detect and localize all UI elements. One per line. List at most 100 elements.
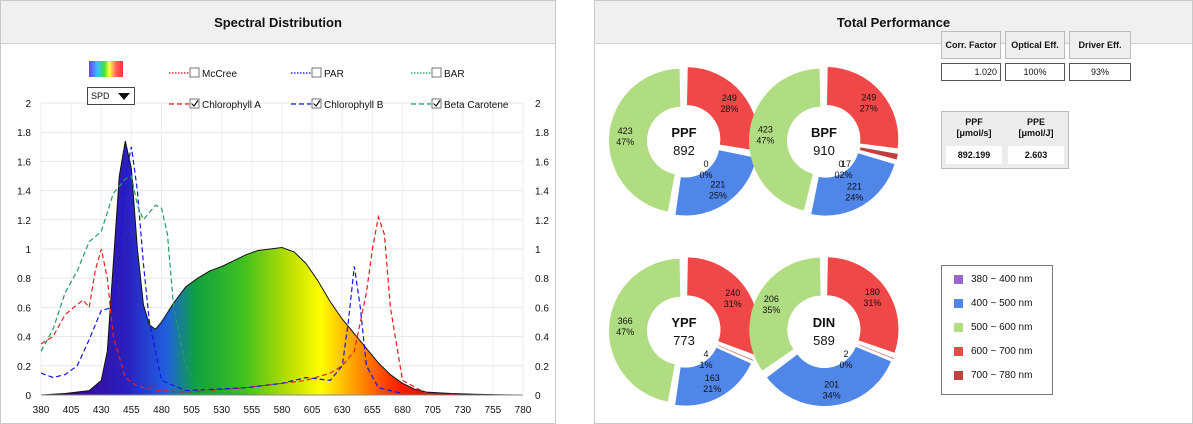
donut-segment-pct: 31% bbox=[724, 299, 742, 309]
factor-value-corr[interactable]: 1.020 bbox=[941, 63, 1001, 81]
range-legend: 380 ~ 400 nm 400 ~ 500 nm 500 ~ 600 nm 6… bbox=[941, 265, 1053, 395]
donut-segment bbox=[766, 346, 891, 406]
range-legend-label: 700 ~ 780 nm bbox=[971, 370, 1033, 381]
x-tick-label: 555 bbox=[244, 405, 261, 416]
x-tick-label: 455 bbox=[123, 405, 140, 416]
donut-segment-value: 240 bbox=[725, 288, 740, 298]
donut-name: PPF bbox=[671, 125, 696, 140]
x-tick-label: 630 bbox=[334, 405, 351, 416]
y-tick-label: 0.6 bbox=[17, 303, 31, 314]
range-legend-item: 700 ~ 780 nm bbox=[954, 370, 1032, 381]
y-tick-label: 1.8 bbox=[17, 128, 31, 139]
swatch-icon bbox=[954, 275, 963, 284]
y-tick-label: 1 bbox=[25, 245, 31, 256]
donut-center bbox=[652, 299, 716, 363]
swatch-icon bbox=[954, 371, 963, 380]
range-legend-item: 400 ~ 500 nm bbox=[954, 298, 1032, 309]
donut-extra-label: 0 bbox=[834, 170, 839, 180]
donut-segment-pct: 1% bbox=[699, 360, 712, 370]
x-tick-label: 530 bbox=[213, 405, 230, 416]
legend-label: Chlorophyll B bbox=[324, 100, 384, 111]
legend-item[interactable]: McCree bbox=[169, 67, 237, 80]
y-tick-label-right: 0.2 bbox=[535, 362, 549, 373]
ppf-header-line2: [μmol/s] bbox=[956, 128, 992, 138]
x-tick-label: 430 bbox=[93, 405, 110, 416]
donut-total: 773 bbox=[673, 333, 695, 348]
chart-legend: McCree PAR BAR Chlorophyll A Chlorophyll B Be… bbox=[89, 61, 509, 111]
donut-total: 892 bbox=[673, 143, 695, 158]
y-tick-label-right: 0.8 bbox=[535, 274, 549, 285]
donut-segment-value: 2 bbox=[843, 349, 848, 359]
donut-segment-pct: 21% bbox=[703, 384, 721, 394]
range-legend-item: 500 ~ 600 nm bbox=[954, 322, 1032, 333]
ppf-ppe-table: PPF [μmol/s] PPE [μmol/J] 892.199 2.603 bbox=[941, 111, 1069, 169]
factor-value-driver[interactable]: 93% bbox=[1069, 63, 1131, 81]
checkbox-icon bbox=[311, 98, 322, 109]
donut-segment-pct: 47% bbox=[616, 327, 634, 337]
donut-charts: PPF89242347%24928%00%22125%BPF91042347%2… bbox=[609, 67, 899, 406]
check-icon bbox=[191, 100, 199, 107]
legend-item[interactable]: PAR bbox=[291, 67, 344, 80]
donut-segment-value: 4 bbox=[703, 349, 708, 359]
donut-segment-value: 17 bbox=[841, 159, 851, 169]
y-tick-label: 2 bbox=[25, 99, 31, 110]
chart-axes: 0 0 0.2 0.2 0.4 0.4 0.6 0.6 0.8 0.8 1 1 1.2 1.2 1.4 1.4… bbox=[17, 99, 549, 416]
y-tick-label-right: 1.8 bbox=[535, 128, 549, 139]
x-tick-label: 580 bbox=[274, 405, 291, 416]
range-legend-item: 600 ~ 700 nm bbox=[954, 346, 1032, 357]
donut-segment-value: 206 bbox=[764, 294, 779, 304]
donut-segment-pct: 25% bbox=[709, 190, 727, 200]
donut-segment-pct: 47% bbox=[756, 136, 774, 146]
checkbox-icon bbox=[189, 98, 200, 109]
donut-segment-value: 249 bbox=[861, 93, 876, 103]
legend-item[interactable]: Beta Carotene bbox=[411, 98, 509, 111]
ppe-header: PPE [μmol/J] bbox=[1008, 114, 1064, 142]
series-line-chlorophyll-b bbox=[40, 146, 403, 395]
donut-center bbox=[652, 109, 716, 173]
y-tick-label-right: 0.6 bbox=[535, 303, 549, 314]
donut-segment-value: 366 bbox=[618, 316, 633, 326]
legend-item[interactable]: BAR bbox=[411, 67, 465, 80]
factor-header-corr: Corr. Factor bbox=[941, 31, 1001, 59]
factors-table: Corr. Factor Optical Eff. Driver Eff. 1.… bbox=[941, 31, 1131, 85]
donut-total: 589 bbox=[813, 333, 835, 348]
donut-center bbox=[792, 109, 856, 173]
factor-value-optical[interactable]: 100% bbox=[1005, 63, 1065, 81]
legend-item[interactable]: Chlorophyll A bbox=[169, 98, 261, 111]
y-tick-label: 1.4 bbox=[17, 187, 31, 198]
y-tick-label: 1.2 bbox=[17, 216, 31, 227]
donut-segment bbox=[675, 347, 751, 406]
spd-select[interactable]: SPD bbox=[87, 87, 135, 105]
spd-area bbox=[40, 140, 524, 396]
donut-segment-value: 221 bbox=[847, 182, 862, 192]
legend-label: Chlorophyll A bbox=[202, 100, 261, 111]
donut-segment bbox=[749, 68, 821, 211]
donut-segment-pct: 35% bbox=[762, 305, 780, 315]
donut-segment-pct: 24% bbox=[845, 193, 863, 203]
donut-segment-pct: 2% bbox=[839, 170, 852, 180]
donut-name: YPF bbox=[671, 315, 696, 330]
ppe-header-line2: [μmol/J] bbox=[1018, 128, 1054, 138]
series-line-chlorophyll-a bbox=[40, 214, 427, 395]
donut-segment bbox=[717, 345, 754, 361]
y-tick-label: 0 bbox=[25, 391, 31, 402]
y-tick-label: 0.2 bbox=[17, 362, 31, 373]
range-legend-item: 380 ~ 400 nm bbox=[954, 274, 1032, 285]
swatch-icon bbox=[954, 347, 963, 356]
donut-total: 910 bbox=[813, 143, 835, 158]
range-legend-label: 400 ~ 500 nm bbox=[971, 298, 1033, 309]
legend-item[interactable]: Chlorophyll B bbox=[291, 98, 384, 111]
ppf-value: 892.199 bbox=[946, 146, 1002, 164]
legend-label: BAR bbox=[444, 69, 465, 80]
series-line-beta-carotene bbox=[40, 175, 258, 396]
curve-lines bbox=[40, 146, 427, 396]
legend-label: PAR bbox=[324, 69, 344, 80]
swatch-icon bbox=[954, 323, 963, 332]
checkbox-icon bbox=[311, 67, 322, 78]
x-tick-label: 380 bbox=[33, 405, 50, 416]
donut-segment-value: 423 bbox=[618, 126, 633, 136]
donut-segment-value: 0 bbox=[703, 159, 708, 169]
x-tick-label: 405 bbox=[63, 405, 80, 416]
